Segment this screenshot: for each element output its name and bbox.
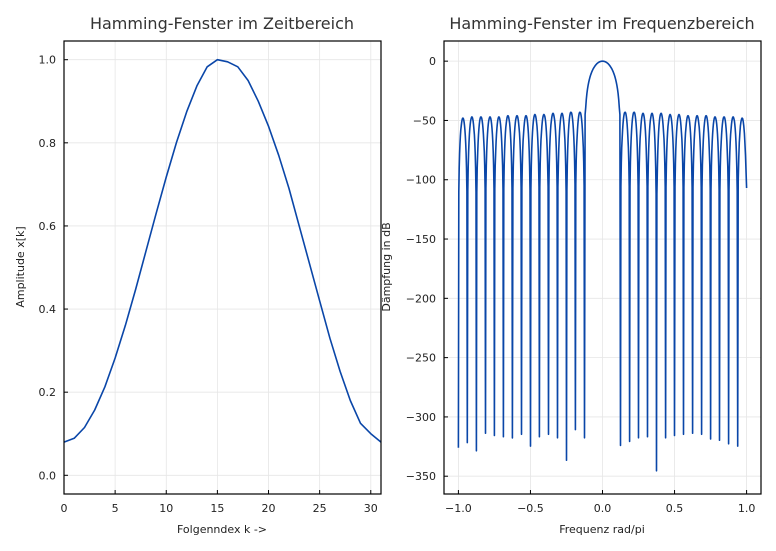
chart-title: Hamming-Fenster im Frequenzbereich xyxy=(449,14,754,33)
x-axis-label: Folgenndex k -> xyxy=(177,523,267,536)
grid-lines xyxy=(444,41,761,494)
series-group xyxy=(63,58,382,443)
series-line xyxy=(63,58,382,443)
y-axis-label: Amplitude x[k] xyxy=(14,226,27,307)
grid-lines xyxy=(63,41,381,494)
y-tick-label: 0.0 xyxy=(39,469,57,482)
x-tick-label: 0.5 xyxy=(666,502,684,515)
x-axis-label: Frequenz rad/pi xyxy=(559,523,645,536)
y-tick-label: 1.0 xyxy=(39,54,57,67)
x-tick-label: 20 xyxy=(262,502,276,515)
y-tick-label: −150 xyxy=(406,233,436,246)
x-tick-label: −1.0 xyxy=(445,502,472,515)
chart-title: Hamming-Fenster im Zeitbereich xyxy=(90,14,354,33)
y-tick-label: −100 xyxy=(406,174,436,187)
y-tick-label: 0.4 xyxy=(39,303,57,316)
tick-group: 0 5 10 15 20 25 30 0.0 0.2 0.4 0.6 0.8 1.0 xyxy=(39,54,378,515)
y-tick-label: 0.6 xyxy=(39,220,57,233)
x-tick-label: 0.0 xyxy=(594,502,612,515)
y-tick-label: 0.8 xyxy=(39,137,57,150)
y-tick-label: −350 xyxy=(406,470,436,483)
x-tick-label: 30 xyxy=(364,502,378,515)
y-axis-label: Dämpfung in dB xyxy=(380,222,393,311)
axes-frame xyxy=(63,40,382,495)
y-tick-label: −250 xyxy=(406,352,436,365)
series-line xyxy=(457,60,748,472)
x-tick-label: 0 xyxy=(61,502,68,515)
tick-group: −1.0 −0.5 0.0 0.5 1.0 0 −50 −100 −150 −200 −250 −30… xyxy=(406,55,756,515)
y-tick-label: −200 xyxy=(406,292,436,305)
x-tick-label: 1.0 xyxy=(738,502,756,515)
y-tick-label: 0.2 xyxy=(39,386,57,399)
time-domain-chart: 0 5 10 15 20 25 30 0.0 0.2 0.4 0.6 0.8 1.0 Hamming-F… xyxy=(14,14,382,536)
x-tick-label: 15 xyxy=(210,502,224,515)
x-tick-label: 10 xyxy=(159,502,173,515)
x-tick-label: 25 xyxy=(313,502,327,515)
series-group xyxy=(457,60,748,472)
y-tick-label: −300 xyxy=(406,411,436,424)
y-tick-label: −50 xyxy=(413,114,436,127)
x-tick-label: −0.5 xyxy=(517,502,544,515)
frequency-domain-chart: −1.0 −0.5 0.0 0.5 1.0 0 −50 −100 −150 −200 −250 −30… xyxy=(380,14,762,536)
x-tick-label: 5 xyxy=(112,502,119,515)
y-tick-label: 0 xyxy=(429,55,436,68)
